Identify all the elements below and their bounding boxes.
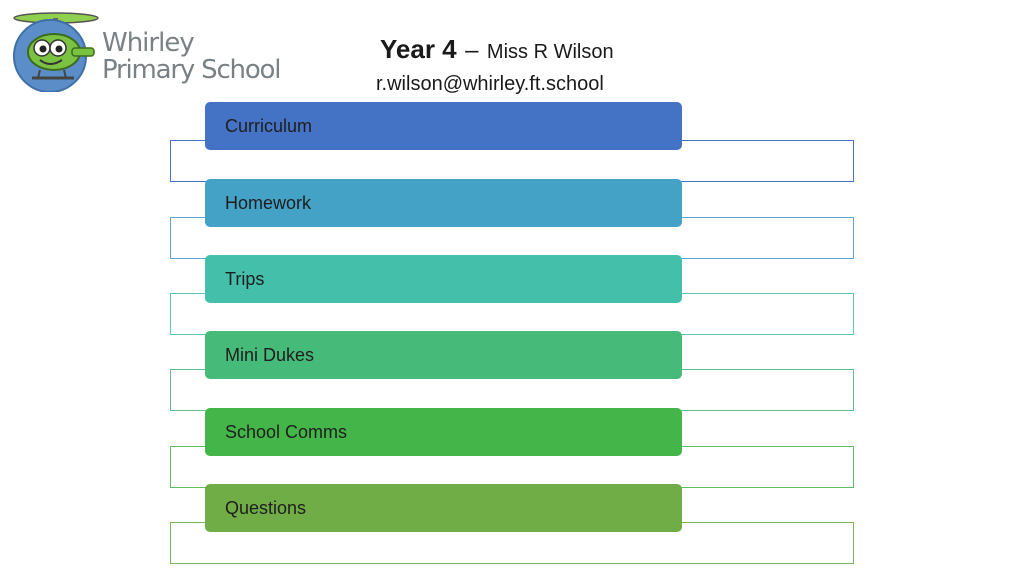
teacher-name: Miss R Wilson <box>486 41 614 63</box>
homework-label: Homework <box>225 192 312 213</box>
class-year: Year 4 <box>380 34 457 64</box>
school-comms-label: School Comms <box>225 421 348 442</box>
menu-row-homework: Homework <box>170 179 854 259</box>
logo-line-2: Primary School <box>102 55 281 85</box>
logo-line-1: Whirley <box>102 28 195 58</box>
teacher-email[interactable]: r.wilson@whirley.ft.school <box>376 73 604 95</box>
menu-row-school-comms: School Comms <box>170 408 854 488</box>
trips-label: Trips <box>225 268 265 289</box>
menu-row-trips: Trips <box>170 255 854 335</box>
page-title: Year 4 – Miss R Wilson <box>380 34 614 65</box>
school-comms-button[interactable]: School Comms <box>205 408 682 456</box>
menu-row-questions: Questions <box>170 484 854 564</box>
menu-row-curriculum: Curriculum <box>170 102 854 182</box>
questions-label: Questions <box>225 497 307 518</box>
curriculum-button[interactable]: Curriculum <box>205 102 682 150</box>
questions-button[interactable]: Questions <box>205 484 682 532</box>
curriculum-label: Curriculum <box>225 115 313 136</box>
homework-button[interactable]: Homework <box>205 179 682 227</box>
mini-dukes-label: Mini Dukes <box>225 344 315 365</box>
logo-text: Whirley Primary School <box>102 28 281 85</box>
school-logo: Whirley Primary School <box>4 8 304 92</box>
trips-button[interactable]: Trips <box>205 255 682 303</box>
helicopter-mascot-icon <box>13 12 99 92</box>
mini-dukes-button[interactable]: Mini Dukes <box>205 331 682 379</box>
menu-row-mini-dukes: Mini Dukes <box>170 331 854 411</box>
title-dash: – <box>465 37 479 64</box>
